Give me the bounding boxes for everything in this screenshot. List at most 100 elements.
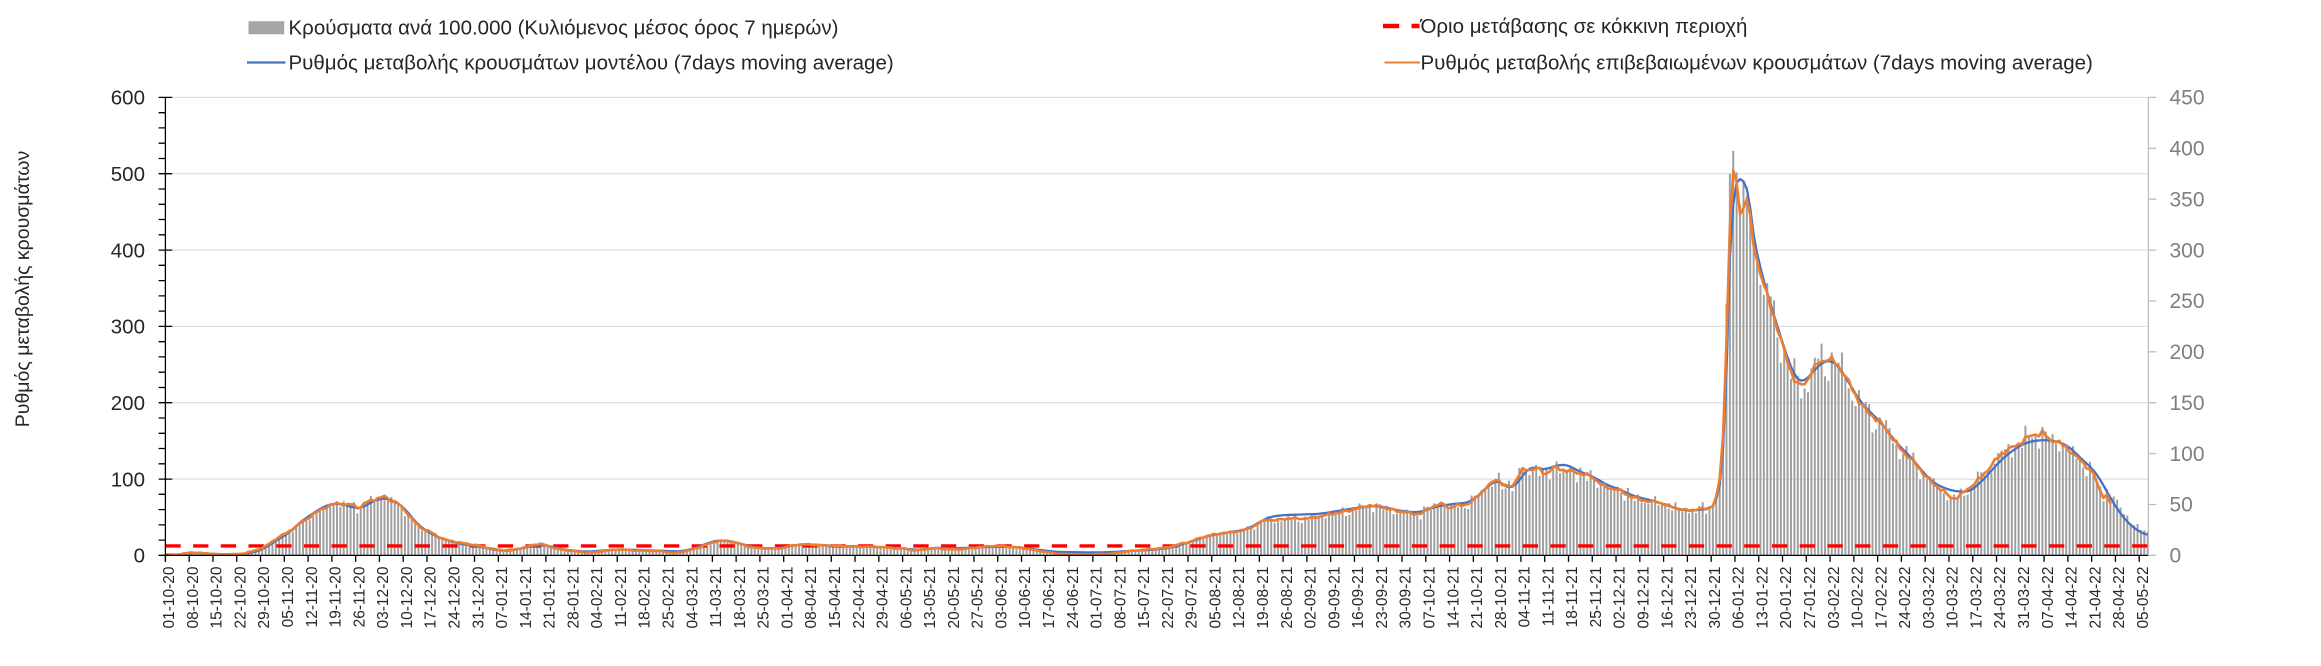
svg-text:13-05-21: 13-05-21 xyxy=(922,567,939,629)
svg-text:23-09-21: 23-09-21 xyxy=(1374,567,1391,629)
svg-text:12-11-20: 12-11-20 xyxy=(304,566,321,627)
svg-text:22-04-21: 22-04-21 xyxy=(851,567,868,629)
svg-text:25-03-21: 25-03-21 xyxy=(756,567,773,629)
svg-text:450: 450 xyxy=(2170,87,2205,110)
svg-text:400: 400 xyxy=(2170,138,2205,161)
svg-text:20-05-21: 20-05-21 xyxy=(946,567,963,629)
svg-text:05-05-22: 05-05-22 xyxy=(2135,567,2152,629)
svg-text:18-03-21: 18-03-21 xyxy=(732,567,749,629)
svg-text:Ρυθμός μεταβολής κρουσμάτων: Ρυθμός μεταβολής κρουσμάτων xyxy=(12,151,34,427)
svg-text:07-01-21: 07-01-21 xyxy=(494,567,511,629)
svg-text:14-01-21: 14-01-21 xyxy=(518,567,535,629)
svg-text:150: 150 xyxy=(2170,392,2205,415)
svg-text:23-12-21: 23-12-21 xyxy=(1683,567,1700,629)
svg-text:05-11-20: 05-11-20 xyxy=(280,566,297,627)
svg-text:250: 250 xyxy=(2170,290,2205,313)
svg-text:22-10-20: 22-10-20 xyxy=(232,566,249,628)
svg-text:06-05-21: 06-05-21 xyxy=(898,567,915,629)
svg-text:0: 0 xyxy=(134,545,145,568)
svg-text:08-04-21: 08-04-21 xyxy=(803,567,820,629)
svg-text:15-10-20: 15-10-20 xyxy=(209,566,226,628)
svg-text:Κρούσματα ανά 100.000 (Κυλιόμε: Κρούσματα ανά 100.000 (Κυλιόμενος μέσος … xyxy=(289,16,839,39)
svg-text:28-01-21: 28-01-21 xyxy=(565,567,582,629)
svg-text:50: 50 xyxy=(2170,494,2193,517)
svg-text:26-08-21: 26-08-21 xyxy=(1279,567,1296,629)
svg-text:17-12-20: 17-12-20 xyxy=(423,566,440,628)
svg-text:24-12-20: 24-12-20 xyxy=(446,566,463,628)
svg-text:21-10-21: 21-10-21 xyxy=(1469,567,1486,629)
svg-text:03-06-21: 03-06-21 xyxy=(993,566,1010,628)
svg-text:28-10-21: 28-10-21 xyxy=(1493,567,1510,629)
svg-text:12-08-21: 12-08-21 xyxy=(1231,567,1248,629)
svg-text:19-08-21: 19-08-21 xyxy=(1255,567,1272,629)
svg-text:22-07-21: 22-07-21 xyxy=(1160,567,1177,629)
svg-text:02-09-21: 02-09-21 xyxy=(1303,567,1320,629)
svg-text:100: 100 xyxy=(2170,443,2205,466)
svg-text:03-03-22: 03-03-22 xyxy=(1921,567,1938,629)
svg-text:31-12-20: 31-12-20 xyxy=(470,566,487,628)
svg-text:07-10-21: 07-10-21 xyxy=(1421,567,1438,629)
svg-text:10-03-22: 10-03-22 xyxy=(1945,567,1962,629)
svg-text:01-04-21: 01-04-21 xyxy=(779,567,796,629)
svg-text:09-09-21: 09-09-21 xyxy=(1326,567,1343,629)
svg-text:17-03-22: 17-03-22 xyxy=(1968,567,1985,629)
svg-text:29-07-21: 29-07-21 xyxy=(1184,567,1201,629)
svg-text:14-10-21: 14-10-21 xyxy=(1445,567,1462,629)
svg-text:04-03-21: 04-03-21 xyxy=(684,567,701,629)
svg-text:16-09-21: 16-09-21 xyxy=(1350,567,1367,629)
svg-text:11-02-21: 11-02-21 xyxy=(613,567,630,628)
svg-text:19-11-20: 19-11-20 xyxy=(328,566,345,627)
svg-text:07-04-22: 07-04-22 xyxy=(2040,567,2057,629)
svg-text:300: 300 xyxy=(111,316,145,339)
svg-text:17-06-21: 17-06-21 xyxy=(1041,567,1058,629)
svg-text:05-08-21: 05-08-21 xyxy=(1207,567,1224,629)
svg-text:10-12-20: 10-12-20 xyxy=(399,566,416,628)
svg-text:Ρυθμός μεταβολής επιβεβαιωμένω: Ρυθμός μεταβολής επιβεβαιωμένων κρουσμάτ… xyxy=(1421,52,2093,75)
svg-text:10-02-22: 10-02-22 xyxy=(1850,567,1867,629)
svg-text:30-09-21: 30-09-21 xyxy=(1398,567,1415,629)
svg-text:09-12-21: 09-12-21 xyxy=(1636,567,1653,629)
svg-text:200: 200 xyxy=(111,392,145,415)
svg-text:21-01-21: 21-01-21 xyxy=(542,567,559,629)
svg-text:13-01-22: 13-01-22 xyxy=(1754,567,1771,629)
svg-text:08-07-21: 08-07-21 xyxy=(1112,567,1129,629)
svg-text:29-10-20: 29-10-20 xyxy=(256,566,273,628)
svg-text:11-11-21: 11-11-21 xyxy=(1540,567,1557,627)
svg-text:30-12-21: 30-12-21 xyxy=(1707,567,1724,629)
svg-text:06-01-22: 06-01-22 xyxy=(1731,567,1748,629)
svg-text:11-03-21: 11-03-21 xyxy=(708,567,725,628)
svg-text:03-12-20: 03-12-20 xyxy=(375,566,392,628)
svg-text:350: 350 xyxy=(2170,188,2205,211)
svg-text:16-12-21: 16-12-21 xyxy=(1659,567,1676,629)
svg-text:27-05-21: 27-05-21 xyxy=(970,567,987,629)
svg-text:24-03-22: 24-03-22 xyxy=(1992,567,2009,629)
svg-text:08-10-20: 08-10-20 xyxy=(185,566,202,628)
svg-text:600: 600 xyxy=(111,87,145,110)
svg-text:400: 400 xyxy=(111,239,145,262)
svg-text:500: 500 xyxy=(111,163,145,186)
svg-text:27-01-22: 27-01-22 xyxy=(1802,567,1819,629)
svg-text:18-02-21: 18-02-21 xyxy=(637,567,654,629)
svg-text:15-07-21: 15-07-21 xyxy=(1136,567,1153,629)
svg-text:20-01-22: 20-01-22 xyxy=(1778,567,1795,629)
svg-text:29-04-21: 29-04-21 xyxy=(875,567,892,629)
svg-text:03-02-22: 03-02-22 xyxy=(1826,567,1843,629)
svg-text:26-11-20: 26-11-20 xyxy=(351,566,368,627)
svg-text:15-04-21: 15-04-21 xyxy=(827,567,844,629)
svg-text:10-06-21: 10-06-21 xyxy=(1017,567,1034,629)
svg-text:Ρυθμός μεταβολής κρουσμάτων μο: Ρυθμός μεταβολής κρουσμάτων μοντέλου (7d… xyxy=(289,52,894,75)
svg-text:21-04-22: 21-04-22 xyxy=(2087,567,2104,629)
svg-text:0: 0 xyxy=(2170,545,2182,568)
svg-text:01-10-20: 01-10-20 xyxy=(161,566,178,628)
svg-text:04-11-21: 04-11-21 xyxy=(1517,567,1534,628)
svg-text:18-11-21: 18-11-21 xyxy=(1564,567,1581,628)
svg-text:02-12-21: 02-12-21 xyxy=(1612,567,1629,629)
svg-text:17-02-22: 17-02-22 xyxy=(1873,567,1890,629)
svg-text:Όριο μετάβασης σε κόκκινη περι: Όριο μετάβασης σε κόκκινη περιοχή xyxy=(1420,15,1748,38)
svg-text:200: 200 xyxy=(2170,341,2205,364)
svg-text:300: 300 xyxy=(2170,239,2205,262)
svg-text:31-03-22: 31-03-22 xyxy=(2016,567,2033,629)
svg-text:100: 100 xyxy=(111,468,145,491)
svg-text:24-02-22: 24-02-22 xyxy=(1897,567,1914,629)
svg-text:25-11-21: 25-11-21 xyxy=(1588,567,1605,628)
